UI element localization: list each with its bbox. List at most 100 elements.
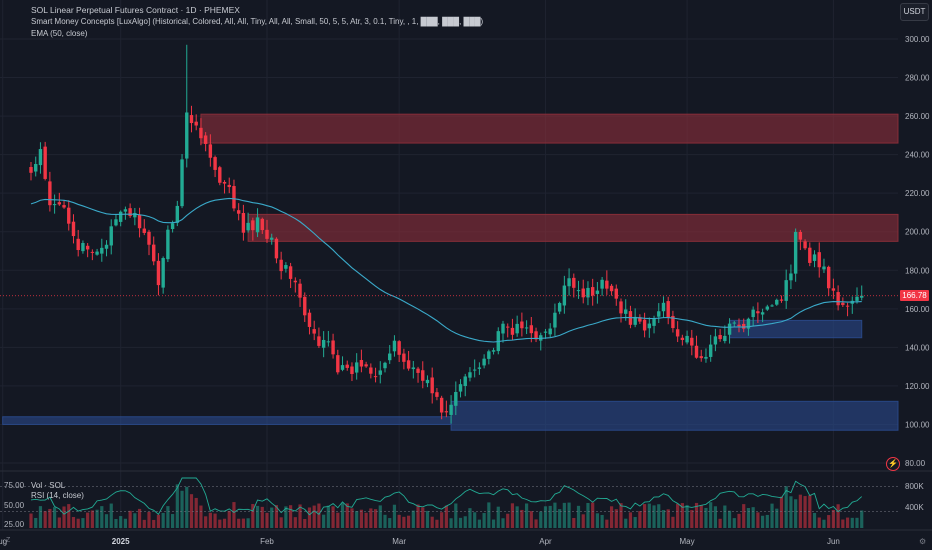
volume-bar xyxy=(704,507,708,528)
candle-body xyxy=(798,231,803,240)
time-axis-label: May xyxy=(680,537,695,546)
candle-body xyxy=(241,213,246,233)
candle-body xyxy=(90,251,95,253)
volume-bar xyxy=(647,503,651,528)
candle-body xyxy=(694,345,699,358)
candle-body xyxy=(185,112,189,159)
candle-body xyxy=(251,220,255,231)
time-axis-label: Jun xyxy=(827,537,840,546)
volume-bar xyxy=(293,517,297,528)
candle-body xyxy=(831,288,836,291)
volume-bar xyxy=(827,515,831,528)
volume-bar xyxy=(289,505,293,528)
volume-bar xyxy=(860,510,864,528)
rsi-label[interactable]: RSI (14, close) xyxy=(31,491,84,500)
volume-bar xyxy=(336,512,340,528)
volume-bar xyxy=(449,518,453,528)
volume-bar xyxy=(350,508,354,528)
candle-body xyxy=(48,181,52,206)
candle-body xyxy=(435,392,439,397)
candle-body xyxy=(808,247,812,263)
volume-bar xyxy=(274,505,279,528)
candle-body xyxy=(85,245,90,250)
price-axis-label: 240.00 xyxy=(905,151,930,160)
volume-bar xyxy=(175,484,179,528)
candle-body xyxy=(770,305,774,307)
volume-bar xyxy=(142,519,146,528)
volume-bar xyxy=(43,511,47,528)
volume-label[interactable]: Vol · SOL xyxy=(31,481,66,490)
volume-bar xyxy=(491,519,496,528)
price-axis-label: 80.00 xyxy=(905,459,926,468)
volume-bar xyxy=(614,509,618,528)
candle-body xyxy=(784,280,788,301)
candle-body xyxy=(57,202,62,205)
volume-bar xyxy=(605,519,609,528)
volume-bar xyxy=(317,503,321,528)
volume-bar xyxy=(260,506,264,528)
currency-button[interactable]: USDT xyxy=(900,3,929,21)
time-axis-label: 2025 xyxy=(112,537,130,546)
candle-body xyxy=(274,238,279,259)
volume-bar xyxy=(171,514,175,528)
candle-body xyxy=(727,323,732,335)
volume-bar xyxy=(100,506,104,528)
candle-body xyxy=(246,222,250,231)
volume-bar xyxy=(114,518,118,528)
volume-bar xyxy=(123,518,127,528)
volume-bar xyxy=(86,512,90,528)
candle-body xyxy=(199,127,203,139)
candle-body xyxy=(661,302,666,312)
alert-icon[interactable]: ⚡ xyxy=(886,457,900,471)
smc-indicator-label[interactable]: Smart Money Concepts [LuxAlgo] (Historic… xyxy=(31,17,484,26)
candle-body xyxy=(506,326,510,328)
volume-bar xyxy=(817,517,821,528)
volume-bar xyxy=(789,496,793,528)
volume-bar xyxy=(822,519,826,528)
volume-bar xyxy=(718,518,722,528)
zoom-icon[interactable]: Z xyxy=(6,537,11,544)
volume-bar xyxy=(784,486,788,528)
volume-bar xyxy=(845,517,850,528)
settings-icon[interactable]: ⚙ xyxy=(919,537,927,546)
candle-body xyxy=(62,205,66,208)
volume-bar xyxy=(152,519,156,528)
candle-body xyxy=(751,309,755,318)
candle-body xyxy=(170,223,175,230)
volume-bar xyxy=(506,513,510,528)
volume-bar xyxy=(279,517,283,528)
candle-body xyxy=(76,238,80,251)
volume-bar xyxy=(227,511,231,528)
candle-body xyxy=(685,335,689,343)
candle-body xyxy=(397,341,401,355)
candle-body xyxy=(557,303,562,312)
candle-body xyxy=(152,244,156,262)
candle-body xyxy=(156,260,161,286)
candle-body xyxy=(614,288,618,299)
candle-body xyxy=(298,283,302,298)
candle-body xyxy=(529,325,534,334)
price-axis-label: 220.00 xyxy=(905,189,930,198)
volume-bar xyxy=(359,509,363,528)
candle-body xyxy=(236,210,241,214)
volume-bar xyxy=(392,504,397,528)
volume-bar xyxy=(671,516,675,528)
symbol-title[interactable]: SOL Linear Perpetual Futures Contract · … xyxy=(31,5,240,15)
volume-bar xyxy=(751,507,755,528)
candle-body xyxy=(510,327,515,335)
volume-bar xyxy=(643,504,647,528)
ema-indicator-label[interactable]: EMA (50, close) xyxy=(31,29,88,38)
candle-body xyxy=(416,368,420,373)
candle-body xyxy=(477,367,482,369)
volume-bar xyxy=(794,499,798,528)
volume-bar xyxy=(591,502,595,528)
candle-body xyxy=(175,205,180,223)
price-axis-label: 120.00 xyxy=(905,382,930,391)
candle-body xyxy=(260,218,264,231)
volume-bar xyxy=(38,506,43,528)
volume-bar xyxy=(709,502,713,528)
candle-body xyxy=(406,360,411,369)
volume-bar xyxy=(553,502,557,528)
